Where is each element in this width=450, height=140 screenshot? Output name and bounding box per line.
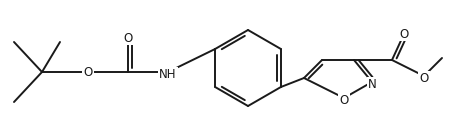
Text: O: O (400, 27, 409, 40)
Text: O: O (83, 66, 93, 79)
Text: O: O (419, 72, 428, 85)
Text: NH: NH (159, 67, 177, 80)
Text: O: O (123, 32, 133, 45)
Text: O: O (339, 94, 349, 107)
Text: N: N (368, 78, 376, 90)
